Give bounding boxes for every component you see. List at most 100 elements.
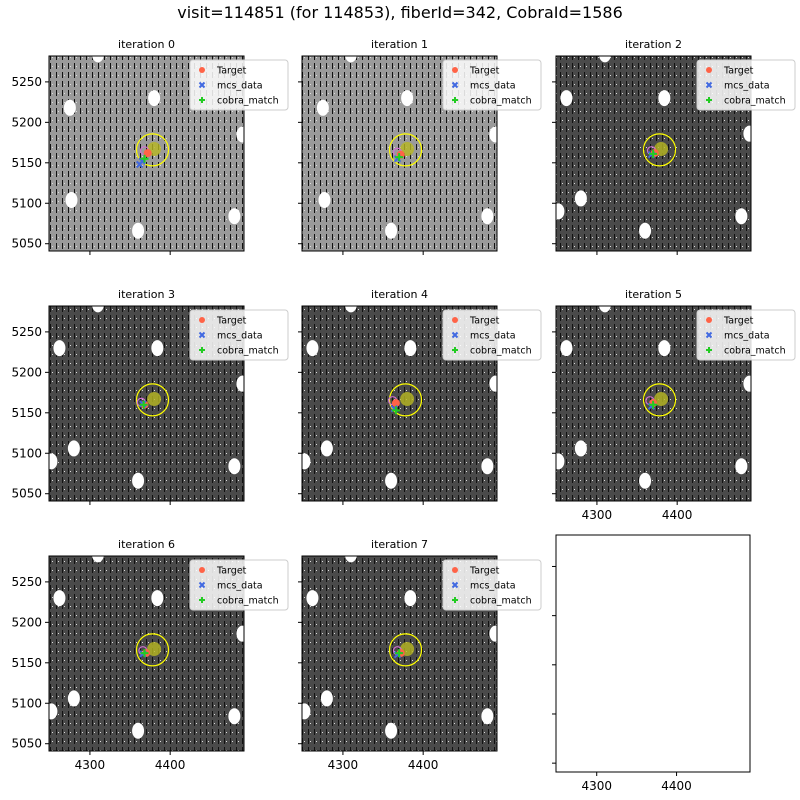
star-blob: [481, 208, 494, 225]
legend-label: Target: [469, 566, 500, 577]
axes-frame: [555, 534, 751, 773]
x-tick-label: 4300: [328, 758, 359, 772]
y-tick-label: 5250: [11, 575, 42, 589]
legend-marker-target: [706, 67, 712, 73]
star-blob: [743, 375, 756, 392]
star-blob: [574, 190, 587, 207]
legend-label: cobra_match: [724, 346, 786, 357]
axes-frame: [301, 305, 498, 502]
star-blob: [318, 192, 331, 209]
cobra-match-point: [139, 400, 148, 409]
legend-marker-target: [452, 67, 458, 73]
star-blob: [489, 126, 502, 143]
legend-box: [189, 559, 289, 611]
fiber-spot: [147, 392, 162, 407]
cobra-match-point: [395, 649, 404, 658]
x-tick-label: 4300: [581, 779, 612, 793]
subplot-title: iteration 5: [625, 288, 682, 301]
star-blob: [316, 99, 329, 116]
legend-marker-match: [706, 97, 712, 103]
star-blob: [735, 458, 748, 475]
star-blob: [401, 90, 414, 107]
star-blob: [65, 192, 78, 209]
legend-marker-match: [199, 97, 205, 103]
star-blob: [91, 46, 104, 63]
star-blob: [132, 472, 145, 489]
legend-marker-match: [452, 347, 458, 353]
y-tick-label: 5150: [11, 656, 42, 670]
star-blob: [344, 296, 357, 313]
subplot-title: iteration 0: [118, 38, 175, 51]
star-blob: [148, 90, 161, 107]
star-blob: [560, 340, 573, 357]
star-blob: [735, 208, 748, 225]
star-blob: [132, 222, 145, 239]
legend-label: Target: [216, 66, 247, 77]
y-tick-label: 5050: [11, 487, 42, 501]
y-tick-label: 5250: [11, 325, 42, 339]
star-blob: [306, 340, 319, 357]
y-tick-label: 5050: [11, 737, 42, 751]
x-tick-label: 4400: [408, 758, 439, 772]
star-blob: [306, 590, 319, 607]
legend-label: Target: [469, 316, 500, 327]
star-blob: [236, 375, 249, 392]
patrol-circle: [388, 383, 423, 417]
legend-marker-match: [452, 597, 458, 603]
cobra-match-point: [391, 406, 400, 415]
x-tick-label: 4300: [75, 758, 106, 772]
star-blob: [658, 90, 671, 107]
x-tick-label: 4300: [582, 508, 613, 522]
legend-marker-mcs: [198, 331, 206, 339]
star-blob: [91, 546, 104, 563]
y-tick-label: 5050: [11, 237, 42, 251]
subplot-0: iteration 0 Target mcs_data cobra_match 5050…: [11, 38, 289, 255]
star-blob: [574, 440, 587, 457]
subplot-5: iteration 5 Target mcs_data cobra_match 4300…: [552, 288, 796, 522]
axes-frame: [48, 55, 245, 252]
legend-marker-mcs: [705, 81, 713, 89]
axes-frame: [301, 55, 498, 252]
cobra-match-point: [649, 400, 658, 409]
legend-marker-target: [452, 567, 458, 573]
legend-label: mcs_data: [217, 81, 263, 92]
star-blob: [45, 703, 58, 720]
y-tick-label: 5200: [11, 365, 42, 379]
target-point: [391, 399, 400, 408]
legend-marker-match: [706, 347, 712, 353]
star-blob: [67, 440, 80, 457]
star-blob: [658, 340, 671, 357]
star-blob: [385, 722, 398, 739]
legend-label: mcs_data: [470, 331, 516, 342]
legend-label: cobra_match: [217, 96, 279, 107]
y-tick-label: 5100: [11, 196, 42, 210]
fiber-spot: [654, 392, 669, 407]
star-blob: [404, 590, 417, 607]
legend-label: cobra_match: [470, 596, 532, 607]
y-tick-label: 5150: [11, 156, 42, 170]
y-tick-label: 5200: [11, 615, 42, 629]
legend-marker-mcs: [451, 581, 459, 589]
legend-marker-target: [199, 317, 205, 323]
legend-label: cobra_match: [470, 346, 532, 357]
x-tick-label: 4400: [662, 508, 693, 522]
star-blob: [385, 222, 398, 239]
patrol-circle: [642, 383, 677, 417]
legend-box: [442, 559, 542, 611]
legend-marker-target: [706, 317, 712, 323]
star-blob: [228, 208, 241, 225]
subplot-title: iteration 3: [118, 288, 175, 301]
legend-label: mcs_data: [217, 581, 263, 592]
legend-label: cobra_match: [724, 96, 786, 107]
subplot-7: iteration 7 Target mcs_data cobra_match 4300…: [298, 538, 542, 772]
legend-marker-target: [452, 317, 458, 323]
star-blob: [53, 590, 66, 607]
patrol-circle: [388, 133, 423, 167]
subplot-1: iteration 1 Target mcs_data cobra_match: [298, 38, 542, 255]
legend-marker-mcs: [451, 81, 459, 89]
star-blob: [91, 296, 104, 313]
patrol-circle: [135, 383, 170, 417]
legend-box: [442, 309, 542, 361]
legend-label: cobra_match: [217, 596, 279, 607]
subplot-3: iteration 3 Target mcs_data cobra_match 5050…: [11, 288, 289, 505]
